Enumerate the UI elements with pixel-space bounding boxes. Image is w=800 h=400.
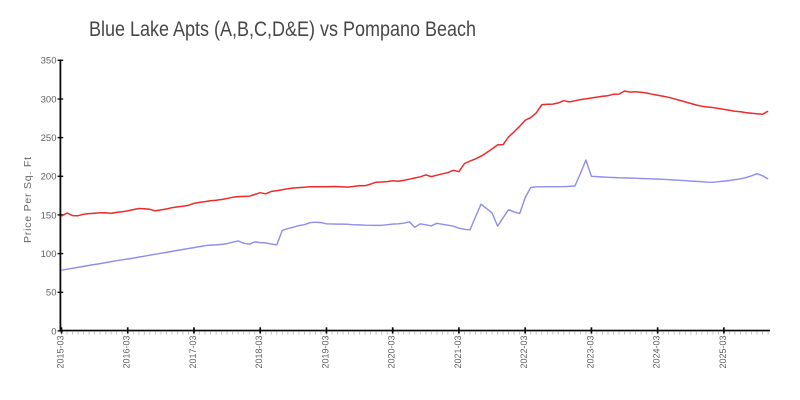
svg-text:200: 200 [41,172,57,183]
svg-text:150: 150 [41,210,57,221]
svg-text:50: 50 [46,288,57,299]
svg-text:350: 350 [41,56,57,67]
svg-text:2022-03: 2022-03 [519,336,529,369]
svg-text:Blue Lake Apts (A,B,C,D&E) vs: Blue Lake Apts (A,B,C,D&E) vs Pompano Be… [89,17,476,41]
svg-text:300: 300 [41,94,57,105]
svg-text:2024-03: 2024-03 [652,336,662,369]
svg-text:100: 100 [41,249,57,260]
svg-text:250: 250 [41,133,57,144]
svg-text:2021-03: 2021-03 [453,336,463,369]
svg-text:2023-03: 2023-03 [585,336,595,369]
svg-text:Price Per Sq. Ft: Price Per Sq. Ft [22,157,34,243]
svg-text:2015-03: 2015-03 [55,336,65,369]
svg-text:2018-03: 2018-03 [254,336,264,369]
svg-text:2017-03: 2017-03 [188,336,198,369]
svg-text:2020-03: 2020-03 [387,336,397,369]
svg-text:2019-03: 2019-03 [320,336,330,369]
svg-text:2016-03: 2016-03 [122,336,132,369]
svg-text:0: 0 [51,326,56,337]
svg-text:2025-03: 2025-03 [718,336,728,369]
